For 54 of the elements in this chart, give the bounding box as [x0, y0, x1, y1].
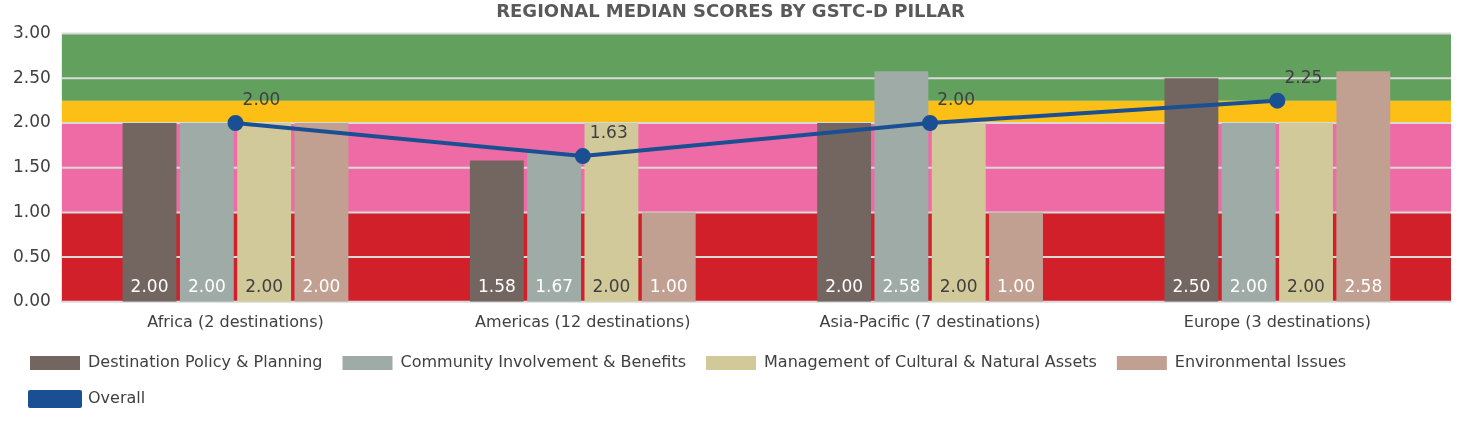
data-label: 1.63 [589, 122, 628, 142]
data-label: 2.58 [882, 275, 921, 296]
bar [1336, 71, 1391, 302]
y-tick-label: 3.00 [12, 22, 51, 43]
bar [989, 212, 1043, 302]
bar [179, 123, 234, 302]
bar [931, 123, 986, 302]
point [227, 115, 244, 131]
data-label: 2.58 [1344, 275, 1383, 296]
x-tick-label: Asia-Pacific (7 destinations) [819, 311, 1041, 331]
data-label: 2.00 [1229, 275, 1268, 296]
point [1269, 92, 1286, 109]
legend-label: Overall [88, 388, 146, 408]
data-label: 1.58 [477, 275, 516, 296]
y-tick-label: 0.00 [12, 290, 51, 311]
data-label: 1.00 [997, 275, 1035, 296]
bar [237, 123, 292, 302]
bar [527, 152, 582, 302]
y-tick-label: 2.00 [12, 111, 51, 132]
y-tick-label: 0.50 [12, 245, 51, 266]
data-label: 1.67 [535, 275, 574, 296]
point [922, 115, 939, 131]
data-label: 1.00 [649, 275, 688, 296]
bar [294, 123, 349, 302]
bar [1221, 123, 1276, 302]
data-label: 2.00 [592, 275, 631, 296]
legend-label: Destination Policy & Planning [88, 352, 323, 372]
bar [469, 160, 524, 302]
y-tick-label: 1.50 [12, 156, 51, 177]
data-label: 2.00 [302, 275, 341, 296]
data-label: 2.00 [1287, 275, 1325, 296]
bar [641, 212, 696, 302]
legend-label: Environmental Issues [1174, 352, 1347, 372]
data-label: 2.50 [1172, 275, 1211, 296]
bar [817, 123, 872, 302]
x-tick-label: Americas (12 destinations) [475, 311, 691, 331]
point [574, 148, 591, 165]
bar [1279, 123, 1333, 302]
bar [1164, 78, 1219, 302]
x-tick-label: Europe (3 destinations) [1183, 311, 1371, 331]
data-label: 2.00 [245, 275, 284, 296]
y-tick-label: 2.50 [12, 66, 51, 87]
data-label: 2.00 [130, 275, 169, 296]
chart-title: REGIONAL MEDIAN SCORES BY GSTC-D PILLAR [496, 0, 965, 22]
legend-label: Community Involvement & Benefits [400, 352, 687, 372]
legend-label: Management of Cultural & Natural Assets [764, 352, 1097, 372]
y-tick-label: 1.00 [12, 200, 51, 221]
x-tick-label: Africa (2 destinations) [147, 311, 324, 331]
data-label: 2.00 [187, 275, 226, 296]
data-label: 2.00 [825, 275, 864, 296]
data-label: 2.00 [939, 275, 978, 296]
bar [874, 71, 929, 302]
bar [584, 123, 639, 302]
bar [122, 123, 177, 302]
